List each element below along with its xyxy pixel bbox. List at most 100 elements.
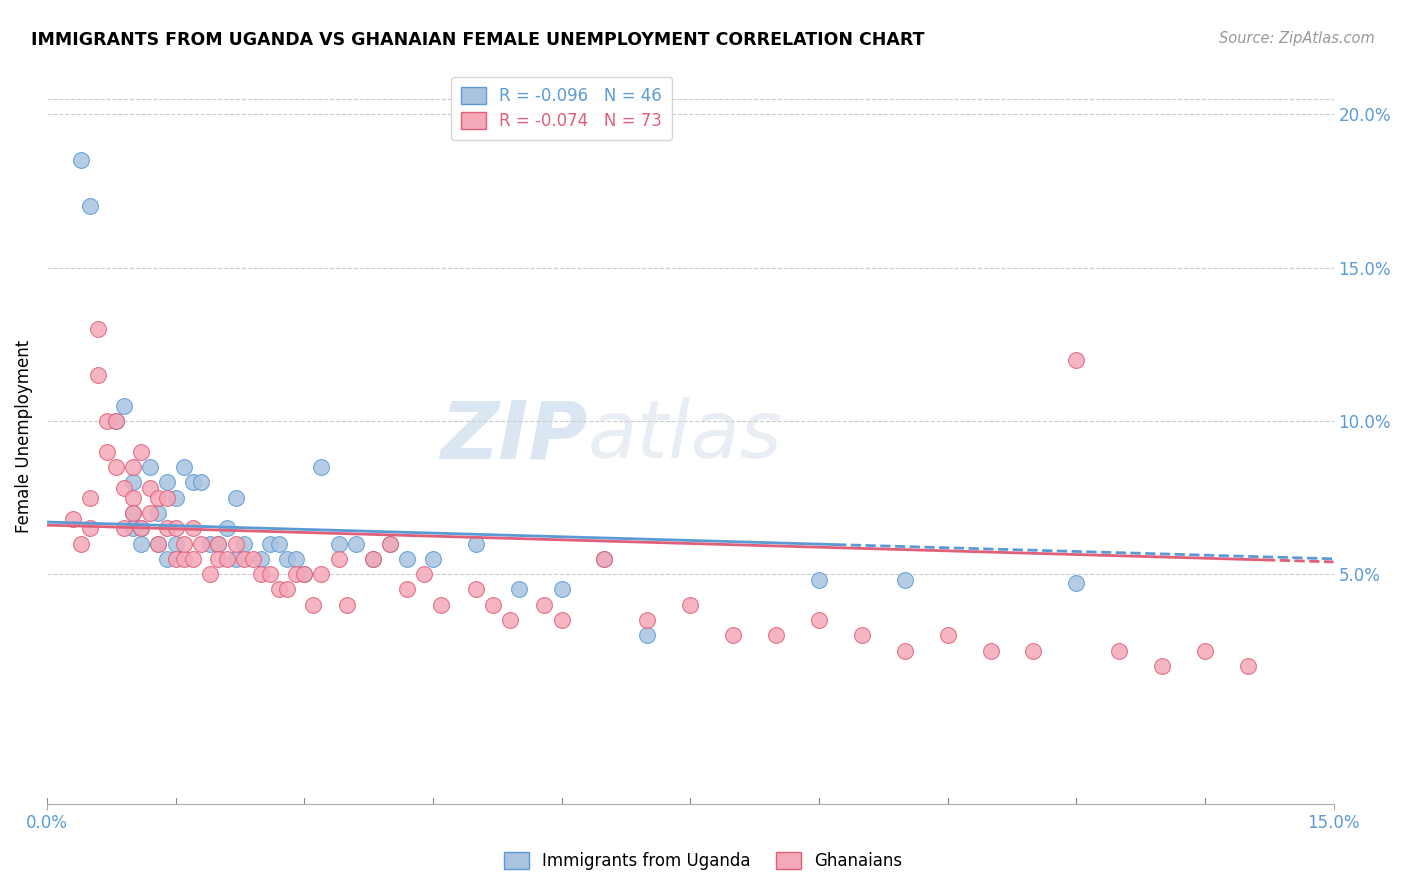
Point — [765, 628, 787, 642]
Point — [259, 536, 281, 550]
Point — [129, 521, 152, 535]
Point — [173, 536, 195, 550]
Point — [361, 551, 384, 566]
Point — [198, 567, 221, 582]
Point — [121, 521, 143, 535]
Point — [311, 459, 333, 474]
Point — [550, 582, 572, 597]
Point — [225, 551, 247, 566]
Point — [148, 506, 170, 520]
Point — [979, 644, 1001, 658]
Point — [165, 521, 187, 535]
Point — [225, 536, 247, 550]
Point — [181, 551, 204, 566]
Point — [121, 475, 143, 490]
Point — [284, 567, 307, 582]
Point — [328, 536, 350, 550]
Point — [430, 598, 453, 612]
Point — [276, 582, 298, 597]
Point — [173, 459, 195, 474]
Point — [112, 521, 135, 535]
Point — [121, 491, 143, 505]
Point — [1194, 644, 1216, 658]
Point — [156, 475, 179, 490]
Point — [301, 598, 323, 612]
Point — [96, 444, 118, 458]
Point — [233, 536, 256, 550]
Point — [361, 551, 384, 566]
Point — [464, 582, 486, 597]
Point — [1022, 644, 1045, 658]
Point — [851, 628, 873, 642]
Point — [378, 536, 401, 550]
Point — [259, 567, 281, 582]
Point — [215, 551, 238, 566]
Point — [148, 536, 170, 550]
Point — [129, 521, 152, 535]
Point — [104, 459, 127, 474]
Point — [190, 536, 212, 550]
Point — [79, 199, 101, 213]
Point — [336, 598, 359, 612]
Point — [250, 567, 273, 582]
Legend: R = -0.096   N = 46, R = -0.074   N = 73: R = -0.096 N = 46, R = -0.074 N = 73 — [451, 77, 672, 140]
Text: ZIP: ZIP — [440, 397, 588, 475]
Point — [1108, 644, 1130, 658]
Point — [62, 512, 84, 526]
Point — [396, 551, 419, 566]
Point — [129, 536, 152, 550]
Point — [679, 598, 702, 612]
Point — [148, 491, 170, 505]
Point — [807, 574, 830, 588]
Point — [292, 567, 315, 582]
Point — [1064, 352, 1087, 367]
Point — [165, 551, 187, 566]
Point — [96, 414, 118, 428]
Point — [276, 551, 298, 566]
Point — [139, 481, 162, 495]
Text: atlas: atlas — [588, 397, 782, 475]
Point — [1152, 659, 1174, 673]
Point — [413, 567, 436, 582]
Point — [593, 551, 616, 566]
Point — [139, 459, 162, 474]
Point — [396, 582, 419, 597]
Point — [344, 536, 367, 550]
Point — [593, 551, 616, 566]
Point — [225, 491, 247, 505]
Point — [508, 582, 530, 597]
Point — [267, 582, 290, 597]
Point — [79, 491, 101, 505]
Point — [207, 536, 229, 550]
Point — [87, 368, 110, 382]
Point — [550, 613, 572, 627]
Point — [242, 551, 264, 566]
Point — [104, 414, 127, 428]
Point — [121, 459, 143, 474]
Point — [215, 521, 238, 535]
Point — [129, 444, 152, 458]
Point — [70, 153, 93, 168]
Point — [112, 399, 135, 413]
Point — [112, 481, 135, 495]
Point — [181, 521, 204, 535]
Point — [936, 628, 959, 642]
Point — [499, 613, 522, 627]
Point — [70, 536, 93, 550]
Y-axis label: Female Unemployment: Female Unemployment — [15, 340, 32, 533]
Point — [378, 536, 401, 550]
Point — [1237, 659, 1260, 673]
Text: IMMIGRANTS FROM UGANDA VS GHANAIAN FEMALE UNEMPLOYMENT CORRELATION CHART: IMMIGRANTS FROM UGANDA VS GHANAIAN FEMAL… — [31, 31, 924, 49]
Point — [636, 628, 658, 642]
Point — [121, 506, 143, 520]
Point — [721, 628, 744, 642]
Point — [156, 551, 179, 566]
Point — [807, 613, 830, 627]
Point — [156, 491, 179, 505]
Point — [233, 551, 256, 566]
Legend: Immigrants from Uganda, Ghanaians: Immigrants from Uganda, Ghanaians — [498, 845, 908, 877]
Point — [207, 536, 229, 550]
Point — [173, 551, 195, 566]
Point — [104, 414, 127, 428]
Point — [636, 613, 658, 627]
